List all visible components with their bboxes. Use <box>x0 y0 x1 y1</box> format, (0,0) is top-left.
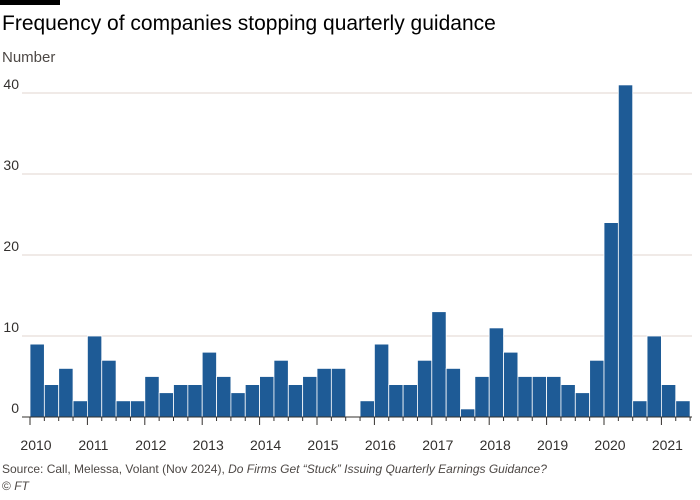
top-rule <box>0 0 60 5</box>
bar: 2016 Q2 <box>388 384 404 418</box>
bar: 2020 Q2 <box>617 84 634 418</box>
bar: 2017 Q4 <box>474 376 490 418</box>
x-tick-label: 2017 <box>422 437 453 453</box>
bar: 2017 Q1 <box>431 311 447 418</box>
bar: 2021 Q2 <box>675 400 691 418</box>
y-tick-label: 0 <box>11 400 19 416</box>
bar: 2010 Q1 <box>29 343 45 418</box>
bar: 2019 Q3 <box>574 392 591 418</box>
bar: 2014 Q2 <box>273 359 289 418</box>
x-tick-label: 2015 <box>307 437 338 453</box>
bar: 2015 Q1 <box>316 367 332 418</box>
x-tick-label: 2020 <box>594 437 625 453</box>
chart-title: Frequency of companies stopping quarterl… <box>2 12 496 35</box>
bar: 2015 Q4 <box>359 400 375 418</box>
y-tick-label: 40 <box>3 76 19 92</box>
bar: 2018 Q1 <box>488 327 504 418</box>
bar: 2010 Q2 <box>43 384 60 418</box>
bar: 2019 Q4 <box>589 359 605 418</box>
x-tick-label: 2018 <box>480 437 511 453</box>
bar: 2013 Q3 <box>230 392 246 418</box>
x-tick-label: 2014 <box>250 437 281 453</box>
bar: 2015 Q2 <box>330 367 347 418</box>
y-axis-label: Number <box>2 49 56 66</box>
bar: 2013 Q2 <box>216 376 232 418</box>
gridlines <box>22 92 692 337</box>
bar: 2012 Q1 <box>144 376 160 418</box>
y-tick-label: 10 <box>3 319 19 335</box>
y-tick-label: 30 <box>3 157 19 173</box>
bar: 2013 Q4 <box>244 384 261 418</box>
x-tick-label: 2012 <box>135 437 166 453</box>
bar: 2021 Q1 <box>661 384 677 418</box>
bar: 2018 Q3 <box>517 376 533 418</box>
x-tick-label: 2016 <box>365 437 396 453</box>
bar: 2013 Q1 <box>201 351 217 418</box>
bar: 2014 Q3 <box>287 384 304 418</box>
bar: 2016 Q3 <box>402 384 418 418</box>
bar: 2010 Q4 <box>72 400 88 418</box>
bar: 2011 Q2 <box>101 359 117 418</box>
bar: 2016 Q4 <box>417 359 433 418</box>
bar: 2014 Q4 <box>302 376 318 418</box>
source-note: Source: Call, Melessa, Volant (Nov 2024)… <box>2 461 547 477</box>
bar-chart: 2010 Q12010 Q22010 Q32010 Q42011 Q12011 … <box>3 76 692 453</box>
bar: 2011 Q3 <box>115 400 131 418</box>
x-tick-label: 2013 <box>193 437 224 453</box>
copyright-note: © FT <box>2 478 29 494</box>
bar: 2018 Q2 <box>503 351 519 418</box>
bar: 2020 Q3 <box>632 400 648 418</box>
bar: 2020 Q1 <box>603 222 619 418</box>
bar: 2017 Q2 <box>445 367 461 418</box>
bar: 2018 Q4 <box>531 376 548 418</box>
bar: 2020 Q4 <box>646 335 662 418</box>
copyright-org: FT <box>14 479 29 493</box>
bar: 2011 Q4 <box>130 400 146 418</box>
x-tick-label: 2011 <box>78 437 108 453</box>
bar: 2012 Q2 <box>158 392 174 418</box>
bar: 2017 Q3 <box>460 408 476 418</box>
y-tick-label: 20 <box>3 238 19 254</box>
x-tick-label: 2019 <box>537 437 568 453</box>
bar: 2019 Q1 <box>546 376 562 418</box>
bar: 2011 Q1 <box>87 335 103 418</box>
bar: 2014 Q1 <box>259 376 275 418</box>
bar: 2016 Q1 <box>373 343 390 418</box>
bar: 2010 Q3 <box>58 367 74 418</box>
copyright-symbol: © <box>2 479 15 493</box>
bars: 2010 Q12010 Q22010 Q32010 Q42011 Q12011 … <box>29 84 691 418</box>
x-axis <box>22 416 692 425</box>
source-prefix: Source: Call, Melessa, Volant (Nov 2024)… <box>2 462 229 476</box>
bar: 2019 Q2 <box>560 384 576 418</box>
tick-labels: 0 10 20 30 40 2010 2011 2012 2013 2014 2015 2016 201… <box>3 76 683 453</box>
x-tick-label: 2010 <box>20 437 51 453</box>
x-tick-label: 2021 <box>652 437 683 453</box>
source-paper-title: Do Firms Get “Stuck” Issuing Quarterly E… <box>228 462 547 476</box>
bar: 2012 Q3 <box>173 384 189 418</box>
bar: 2012 Q4 <box>187 384 203 418</box>
